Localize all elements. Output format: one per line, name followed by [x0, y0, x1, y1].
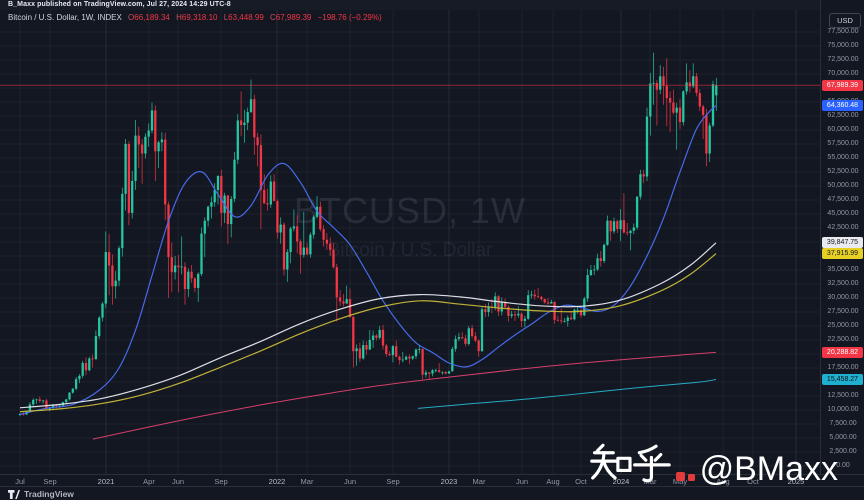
- tradingview-logo-link[interactable]: TradingView: [8, 489, 74, 499]
- price-tick-label: 10,000.00: [827, 405, 859, 413]
- time-tick-month: Mar: [472, 477, 486, 486]
- price-tick-label: 45,000.00: [827, 209, 859, 217]
- price-tick-label: 42,500.00: [827, 223, 859, 231]
- symbol-legend[interactable]: Bitcoin / U.S. Dollar, 1W, INDEX O66,189…: [8, 13, 382, 22]
- price-tick-label: 52,500.00: [827, 167, 859, 175]
- time-tick-month: Sep: [214, 477, 228, 486]
- price-tick-label: 32,500.00: [827, 279, 859, 287]
- ma-cyan-label: 15,458.27: [822, 373, 863, 385]
- ma-white-label: 39,847.75: [822, 237, 863, 249]
- last-price-label: 67,989.39: [822, 79, 863, 91]
- price-tick-label: 55,000.00: [827, 153, 859, 161]
- ma-yellow-label: 37,915.99: [822, 248, 863, 260]
- tradingview-logo-icon: [8, 489, 20, 499]
- ma-red-line: [92, 351, 717, 440]
- bottom-toolbar: TradingView: [0, 486, 864, 500]
- open-value: 66,189.34: [134, 13, 170, 22]
- time-tick-year: 2021: [97, 477, 115, 486]
- price-tick-label: 47,500.00: [827, 195, 859, 203]
- price-tick-label: 30,000.00: [827, 293, 859, 301]
- time-tick-month: Mar: [643, 477, 657, 486]
- ma-white-line: [19, 242, 717, 409]
- price-tick-label: 62,500.00: [827, 111, 859, 119]
- time-tick-month: Oct: [575, 477, 587, 486]
- time-tick-year: 2025: [787, 477, 805, 486]
- close-value: 67,989.39: [275, 13, 312, 22]
- close-label: C: [270, 13, 276, 22]
- time-tick-month: Sep: [386, 477, 400, 486]
- time-tick-year: 2022: [268, 477, 286, 486]
- open-label: O: [128, 13, 135, 22]
- high-value: 69,318.10: [181, 13, 218, 22]
- time-tick-month: Jun: [171, 477, 185, 486]
- time-tick-month: Aug: [546, 477, 560, 486]
- price-tick-label: 12,500.00: [827, 391, 859, 399]
- price-tick-label: 22,500.00: [827, 335, 859, 343]
- price-tick-label: 27,500.00: [827, 307, 859, 315]
- low-label: L: [223, 13, 229, 22]
- time-tick-month: Mar: [300, 477, 314, 486]
- publish-bar: B_Maxx published on TradingView.com, Jul…: [0, 0, 864, 10]
- price-tick-label: 35,000.00: [827, 265, 859, 273]
- time-tick-month: Jun: [515, 477, 529, 486]
- price-tick-label: 75,000.00: [827, 41, 859, 49]
- time-tick-month: Jul: [15, 477, 25, 486]
- price-tick-label: 17,500.00: [827, 363, 859, 371]
- ma-yellow-line: [19, 253, 717, 413]
- price-axis[interactable]: 77,500.0075,000.0072,500.0070,000.0065,0…: [820, 0, 864, 500]
- change-value: −198.76 (−0.29%): [317, 13, 382, 22]
- time-tick-year: 2024: [612, 477, 630, 486]
- low-value: 63,448.99: [228, 13, 264, 22]
- grid-horizontal: [0, 31, 820, 467]
- price-tick-label: 77,500.00: [827, 27, 859, 35]
- price-tick-label: 60,000.00: [827, 125, 859, 133]
- price-tick-label: 7,500.00: [829, 419, 857, 427]
- ma-fast-blue-line: [19, 105, 717, 416]
- price-tick-label: 70,000.00: [827, 69, 859, 77]
- time-tick-month: Sep: [43, 477, 57, 486]
- time-tick-year: 2023: [440, 477, 458, 486]
- candles-series: [18, 52, 718, 417]
- price-tick-label: 50,000.00: [827, 181, 859, 189]
- ma-red-label: 20,288.82: [822, 346, 863, 358]
- currency-button[interactable]: USD: [829, 13, 861, 28]
- time-tick-month: May: [672, 477, 688, 486]
- price-tick-label: 72,500.00: [827, 55, 859, 63]
- ma-fast-label: 64,360.48: [822, 100, 863, 112]
- price-tick-label: 57,500.00: [827, 139, 859, 147]
- time-tick-month: Aug: [716, 477, 730, 486]
- time-tick-month: Apr: [143, 477, 155, 486]
- tradingview-wordmark: TradingView: [24, 489, 74, 499]
- high-label: H: [176, 13, 182, 22]
- price-tick-label: 2,500.00: [829, 447, 857, 455]
- price-tick-label: 5,000.00: [829, 433, 857, 441]
- symbol-title: Bitcoin / U.S. Dollar, 1W, INDEX: [8, 13, 122, 22]
- ma-cyan-line: [417, 378, 717, 409]
- time-tick-month: Jun: [343, 477, 357, 486]
- price-tick-label: 25,000.00: [827, 321, 859, 329]
- publish-text: B_Maxx published on TradingView.com, Jul…: [8, 1, 231, 8]
- price-tick-label: 0.00: [836, 461, 850, 469]
- time-tick-month: Oct: [747, 477, 759, 486]
